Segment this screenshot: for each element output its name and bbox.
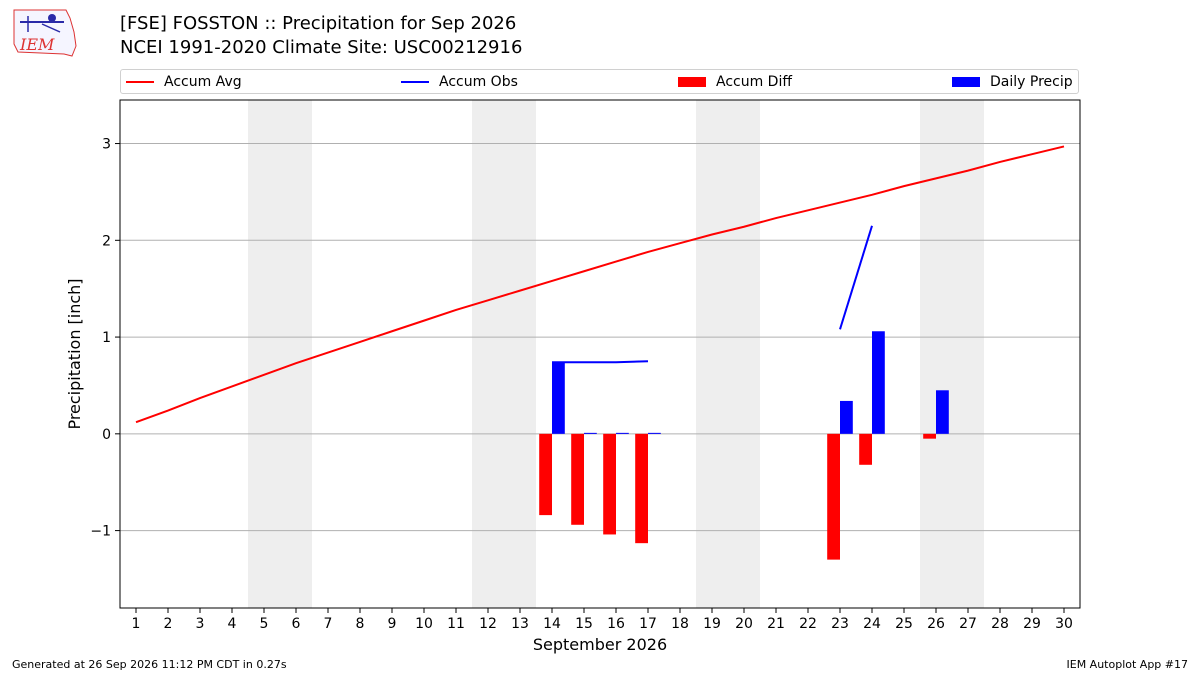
weekend-band-0 [248, 100, 312, 608]
accum-obs-line-1 [839, 225, 873, 330]
x-tick-label-22: 23 [831, 616, 849, 632]
weekend-band-2 [696, 100, 760, 608]
footer-generated-text: Generated at 26 Sep 2026 11:12 PM CDT in… [12, 658, 287, 671]
legend-swatch-accum-diff [678, 76, 706, 87]
x-tick-label-15: 16 [607, 616, 625, 632]
weekend-band-1 [472, 100, 536, 608]
chart-title: [FSE] FOSSTON :: Precipitation for Sep 2… [120, 13, 517, 34]
legend-swatch-daily-precip [952, 76, 980, 87]
x-tick-label-1: 2 [164, 616, 173, 632]
accum-diff-bar [603, 433, 616, 535]
daily-precip-bar [840, 400, 853, 434]
x-tick-label-23: 24 [863, 616, 881, 632]
x-tick-label-21: 22 [799, 616, 817, 632]
legend-swatch-accum-obs [401, 80, 429, 83]
y-tick-label-2: 1 [102, 330, 111, 346]
x-tick-label-29: 30 [1055, 616, 1073, 632]
daily-precip-bar [648, 432, 661, 434]
y-tick-label-4: 3 [102, 137, 111, 153]
x-tick-label-0: 1 [132, 616, 141, 632]
legend-label-accum-avg: Accum Avg [164, 73, 242, 90]
legend-swatch-accum-avg [126, 80, 154, 83]
x-tick-label-18: 19 [703, 616, 721, 632]
y-axis-label: Precipitation [inch] [65, 278, 84, 429]
logo-text: IEM [19, 35, 55, 54]
legend-label-daily-precip: Daily Precip [990, 73, 1073, 90]
x-tick-label-3: 4 [228, 616, 237, 632]
daily-precip-bar [936, 390, 949, 434]
footer-app-text: IEM Autoplot App #17 [1066, 658, 1189, 671]
legend-item-accum-obs: Accum Obs [401, 70, 518, 93]
legend-label-accum-obs: Accum Obs [439, 73, 518, 90]
accum-diff-bar [859, 433, 872, 465]
x-tick-label-2: 3 [196, 616, 205, 632]
accum-diff-bar [539, 433, 552, 516]
x-tick-label-20: 21 [767, 616, 785, 632]
y-tick-label-1: 0 [102, 427, 111, 443]
x-tick-label-12: 13 [511, 616, 529, 632]
x-tick-label-9: 10 [415, 616, 433, 632]
plot-frame [119, 99, 1081, 609]
daily-precip-bar [872, 331, 885, 434]
x-tick-label-4: 5 [260, 616, 269, 632]
y-tick-label-3: 2 [102, 233, 111, 249]
daily-precip-bar [552, 362, 565, 434]
iem-logo: IEM [13, 9, 77, 57]
x-tick-label-8: 9 [388, 616, 397, 632]
x-tick-label-17: 18 [671, 616, 689, 632]
x-tick-label-6: 7 [324, 616, 333, 632]
x-tick-label-11: 12 [479, 616, 497, 632]
x-tick-label-7: 8 [356, 616, 365, 632]
x-tick-label-13: 14 [543, 616, 561, 632]
x-tick-label-19: 20 [735, 616, 753, 632]
daily-precip-bar [584, 432, 597, 434]
x-axis-label: September 2026 [533, 635, 667, 654]
chart-legend: Accum Avg Accum Obs Accum Diff Daily Pre… [120, 69, 1079, 94]
daily-precip-bar [616, 432, 629, 434]
weekend-band-3 [920, 100, 984, 608]
x-tick-label-26: 27 [959, 616, 977, 632]
accum-obs-line-0 [552, 360, 649, 364]
chart-subtitle: NCEI 1991-2020 Climate Site: USC00212916 [120, 37, 523, 58]
accum-diff-bar [827, 433, 840, 560]
legend-label-accum-diff: Accum Diff [716, 73, 793, 90]
x-tick-label-5: 6 [292, 616, 301, 632]
accum-avg-line [135, 145, 1065, 424]
x-tick-label-10: 11 [447, 616, 465, 632]
y-tick-label-0: −1 [90, 524, 111, 540]
x-tick-label-14: 15 [575, 616, 593, 632]
x-tick-label-28: 29 [1023, 616, 1041, 632]
x-tick-label-16: 17 [639, 616, 657, 632]
accum-diff-bar [923, 433, 936, 439]
x-tick-label-25: 26 [927, 616, 945, 632]
legend-item-accum-avg: Accum Avg [126, 70, 242, 93]
accum-diff-bar [635, 433, 648, 544]
legend-item-accum-diff: Accum Diff [678, 70, 792, 93]
accum-diff-bar [571, 433, 584, 525]
x-tick-label-24: 25 [895, 616, 913, 632]
x-tick-label-27: 28 [991, 616, 1009, 632]
legend-item-daily-precip: Daily Precip [952, 70, 1073, 93]
